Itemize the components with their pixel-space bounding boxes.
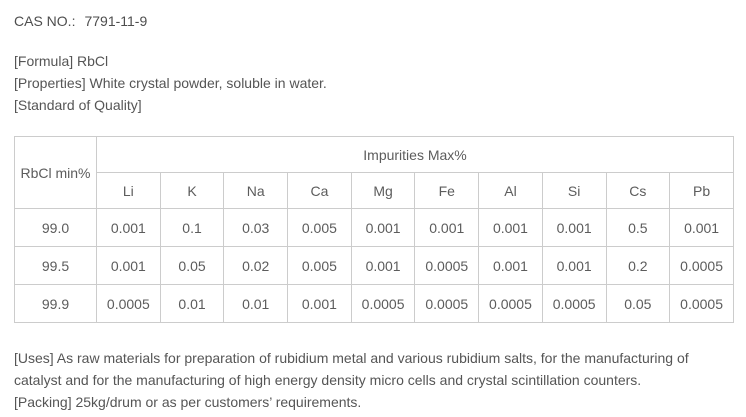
uses-packing-block: [Uses] As raw materials for preparation …: [14, 347, 732, 413]
impurity-value-cell: 0.0005: [541, 284, 607, 323]
element-header-cell: Fe: [414, 172, 480, 209]
element-header-cell: Ca: [287, 172, 352, 209]
impurities-max-header-cell: Impurities Max%: [96, 136, 734, 173]
element-header-cell: Al: [478, 172, 543, 209]
impurity-value-cell: 0.02: [223, 246, 289, 285]
uses-line-2: catalyst and for the manufacturing of hi…: [14, 372, 642, 388]
rbcl-min-cell: 99.5: [14, 246, 97, 285]
table-header-row-group: RbCl min% Impurities Max%: [14, 136, 734, 209]
impurity-value-cell: 0.005: [287, 208, 352, 247]
formula-line: [Formula] RbCl: [14, 53, 109, 69]
standard-of-quality-line: [Standard of Quality]: [14, 97, 142, 113]
uses-paragraph: [Uses] As raw materials for preparation …: [14, 347, 732, 391]
impurity-value-cell: 0.05: [605, 284, 671, 323]
cas-number: 7791-11-9: [84, 13, 148, 29]
impurity-value-cell: 0.001: [350, 208, 416, 247]
impurity-value-cell: 0.5: [605, 208, 671, 247]
impurity-value-cell: 0.005: [287, 246, 352, 285]
impurity-value-cell: 0.1: [159, 208, 225, 247]
impurity-value-cell: 0.0005: [414, 246, 480, 285]
impurity-value-cell: 0.0005: [96, 284, 161, 323]
impurity-value-cell: 0.01: [159, 284, 225, 323]
element-header-cell: K: [159, 172, 225, 209]
impurity-value-cell: 0.2: [605, 246, 671, 285]
table-row: 99.0 0.001 0.1 0.03 0.005 0.001 0.001 0.001 0.00…: [14, 208, 734, 247]
impurity-value-cell: 0.001: [478, 246, 543, 285]
rbcl-min-cell: 99.9: [14, 284, 97, 323]
cas-line: CAS NO.: 7791-11-9: [14, 10, 732, 32]
impurity-value-cell: 0.0005: [669, 246, 734, 285]
impurity-value-cell: 0.05: [159, 246, 225, 285]
impurity-value-cell: 0.001: [478, 208, 543, 247]
table-row: 99.5 0.001 0.05 0.02 0.005 0.001 0.0005 0.001 0.…: [14, 246, 734, 285]
element-header-cell: Pb: [669, 172, 734, 209]
element-header-row: Li K Na Ca Mg Fe Al Si Cs Pb: [15, 172, 734, 209]
impurity-value-cell: 0.001: [541, 246, 607, 285]
impurity-value-cell: 0.0005: [414, 284, 480, 323]
impurity-value-cell: 0.0005: [478, 284, 543, 323]
element-header-cell: Na: [223, 172, 289, 209]
impurity-value-cell: 0.03: [223, 208, 289, 247]
impurity-value-cell: 0.001: [414, 208, 480, 247]
table-row: 99.9 0.0005 0.01 0.01 0.001 0.0005 0.0005 0.000…: [14, 284, 734, 323]
impurity-value-cell: 0.001: [287, 284, 352, 323]
properties-line: [Properties] White crystal powder, solub…: [14, 75, 327, 91]
impurity-value-cell: 0.001: [669, 208, 734, 247]
cas-label: CAS NO.:: [14, 13, 76, 29]
element-header-cell: Cs: [605, 172, 671, 209]
element-header-cell: Mg: [350, 172, 416, 209]
element-header-cell: Si: [541, 172, 607, 209]
impurity-value-cell: 0.0005: [669, 284, 734, 323]
impurities-table: RbCl min% Impurities Max% Li K Na Ca Mg Fe Al S…: [14, 136, 734, 323]
packing-line: [Packing] 25kg/drum or as per customers’…: [14, 394, 362, 410]
product-info-block: [Formula] RbCl [Properties] White crysta…: [14, 50, 732, 116]
rbcl-min-header-cell: RbCl min%: [14, 136, 97, 209]
impurity-value-cell: 0.001: [541, 208, 607, 247]
impurity-value-cell: 0.001: [350, 246, 416, 285]
impurities-table-body: RbCl min% Impurities Max% Li K Na Ca Mg Fe Al S…: [14, 136, 734, 323]
impurity-value-cell: 0.001: [96, 246, 161, 285]
element-header-cell: Li: [96, 172, 161, 209]
impurity-value-cell: 0.001: [96, 208, 161, 247]
rbcl-min-cell: 99.0: [14, 208, 97, 247]
impurity-value-cell: 0.0005: [350, 284, 416, 323]
uses-line-1: [Uses] As raw materials for preparation …: [14, 350, 689, 366]
impurity-value-cell: 0.01: [223, 284, 289, 323]
